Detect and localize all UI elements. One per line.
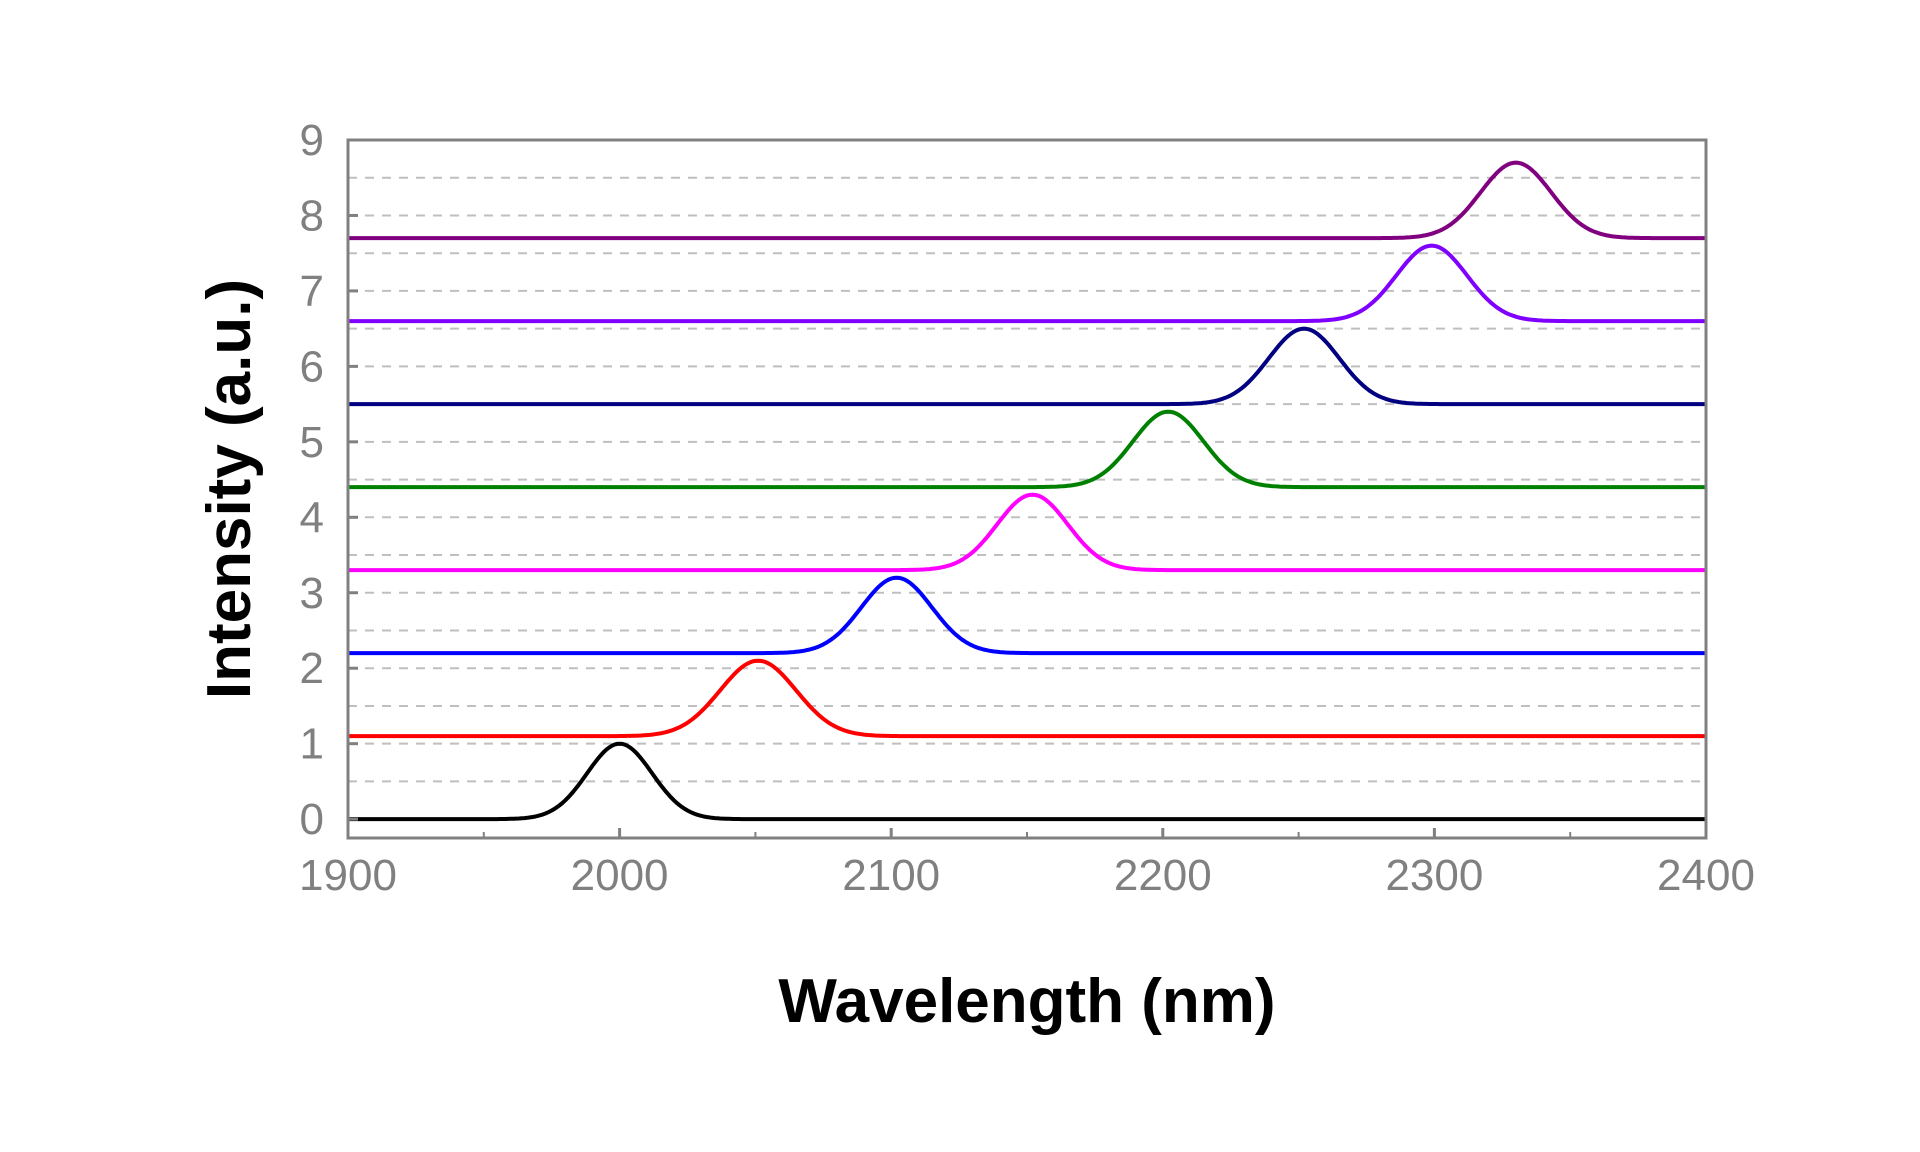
x-tick-label: 2200 bbox=[1114, 851, 1212, 900]
y-axis-title: Intensity (a.u.) bbox=[195, 279, 264, 699]
series-line-6 bbox=[348, 326, 1706, 407]
x-axis-ticks: 1900 2000 2100 2200 2300 2400 bbox=[299, 828, 1755, 900]
y-tick-label: 9 bbox=[300, 116, 324, 165]
x-tick-label: 2300 bbox=[1385, 851, 1483, 900]
y-tick-label: 5 bbox=[300, 418, 324, 467]
y-tick-label: 3 bbox=[300, 569, 324, 618]
series-line-7 bbox=[348, 243, 1706, 324]
y-tick-label: 2 bbox=[300, 644, 324, 693]
x-tick-label: 1900 bbox=[299, 851, 397, 900]
series-group bbox=[348, 160, 1706, 822]
series-line-1 bbox=[348, 741, 1706, 822]
series-line-2 bbox=[348, 658, 1706, 739]
x-tick-label: 2000 bbox=[571, 851, 669, 900]
y-tick-label: 7 bbox=[300, 267, 324, 316]
x-axis-title: Wavelength (nm) bbox=[778, 967, 1275, 1036]
x-tick-label: 2100 bbox=[842, 851, 940, 900]
series-line-4 bbox=[348, 492, 1706, 573]
y-tick-label: 4 bbox=[300, 493, 324, 542]
series-line-3 bbox=[348, 575, 1706, 656]
y-tick-label: 8 bbox=[300, 191, 324, 240]
series-line-5 bbox=[348, 409, 1706, 490]
grid-lines bbox=[348, 176, 1706, 783]
y-tick-label: 0 bbox=[300, 795, 324, 844]
y-tick-label: 6 bbox=[300, 342, 324, 391]
series-line-8 bbox=[348, 160, 1706, 241]
y-axis-ticks: 0 1 2 3 4 5 6 7 8 9 bbox=[300, 116, 358, 844]
y-tick-label: 1 bbox=[300, 720, 324, 769]
x-tick-label: 2400 bbox=[1657, 851, 1755, 900]
